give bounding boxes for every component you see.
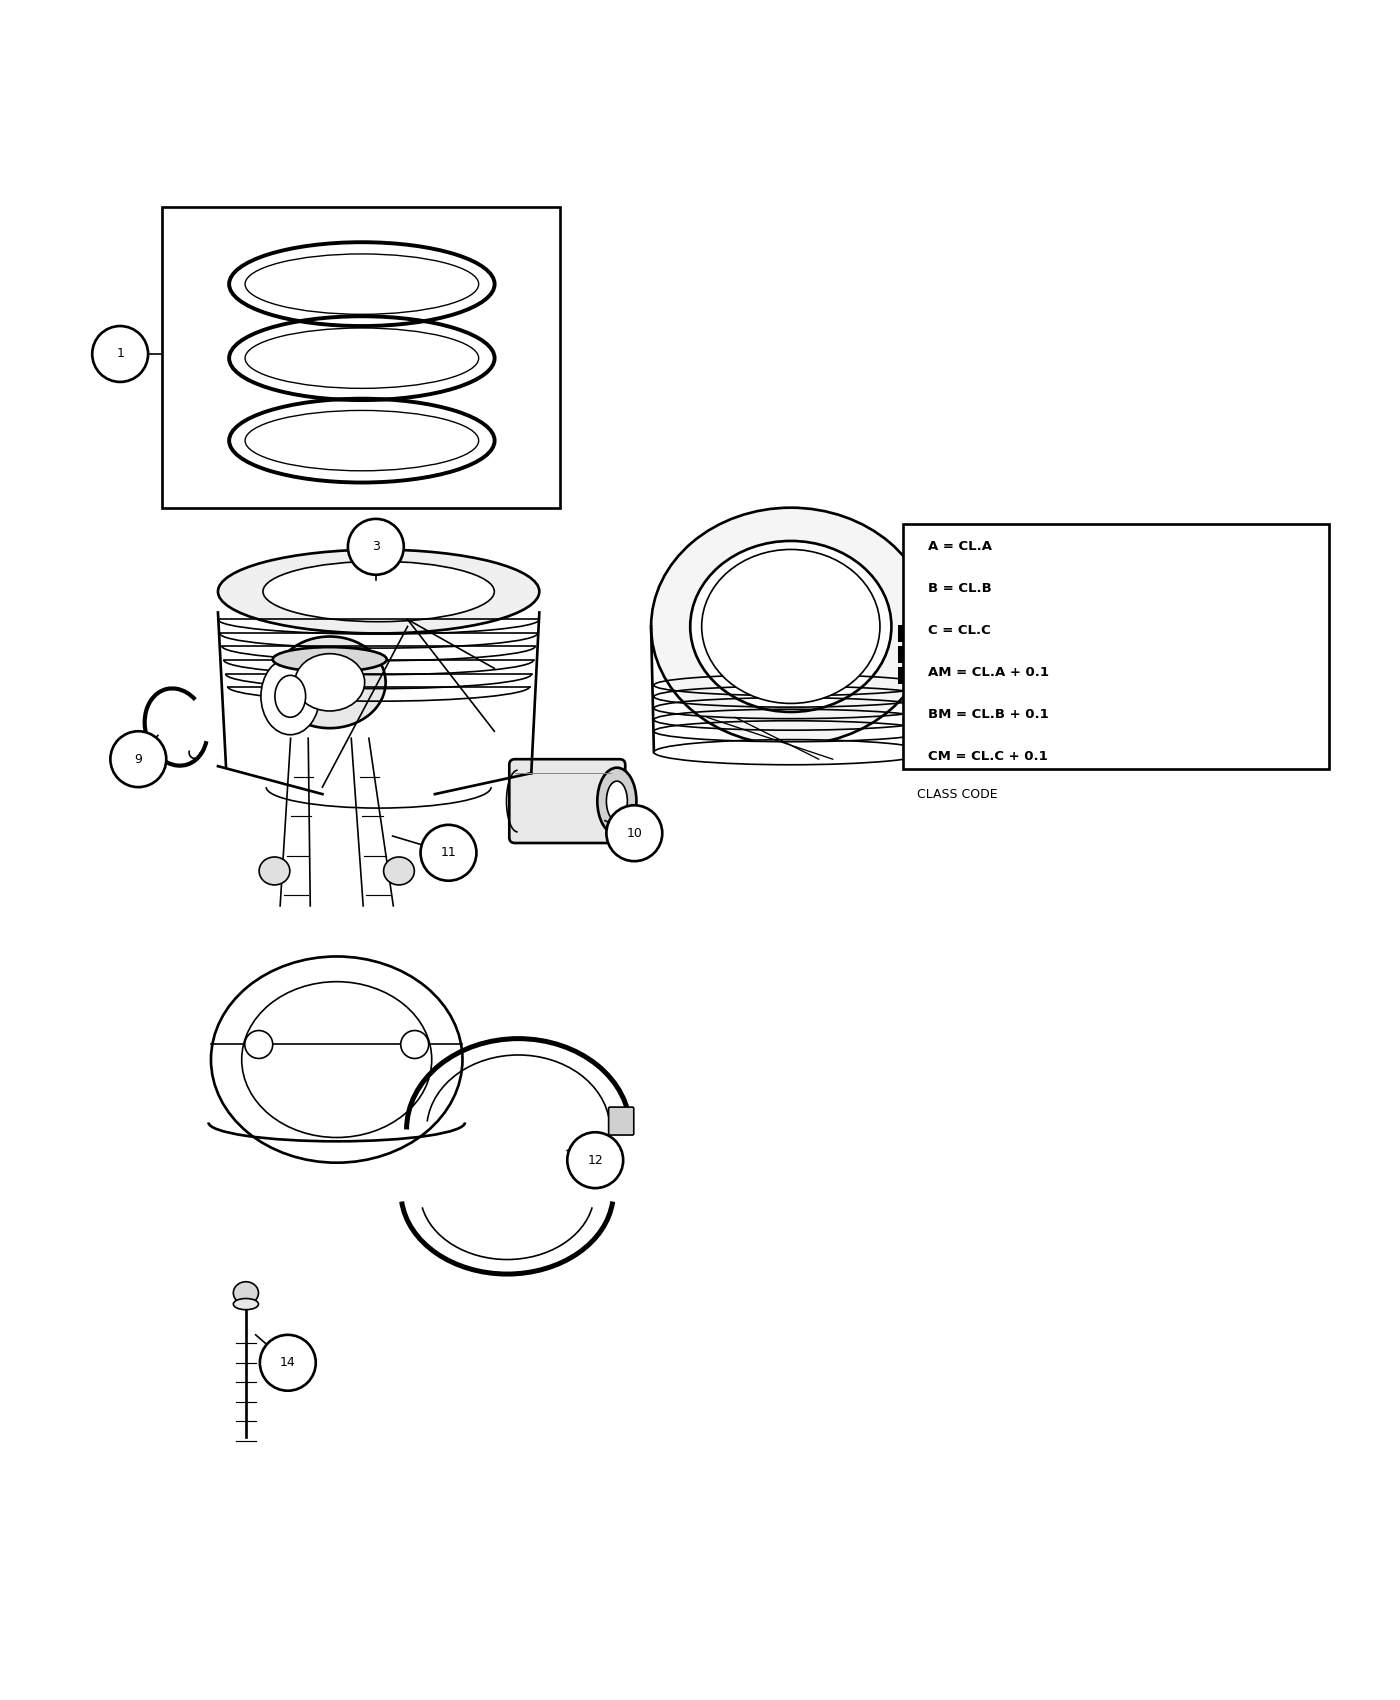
FancyBboxPatch shape [510, 760, 626, 843]
Circle shape [111, 731, 167, 787]
Ellipse shape [274, 636, 385, 728]
Ellipse shape [651, 508, 931, 745]
Text: 10: 10 [626, 826, 643, 840]
Ellipse shape [259, 857, 290, 886]
Text: 9: 9 [134, 753, 143, 765]
Ellipse shape [234, 1282, 259, 1304]
Text: AM = CL.A + 0.1: AM = CL.A + 0.1 [928, 666, 1049, 678]
Bar [162, 207, 560, 508]
Ellipse shape [654, 740, 928, 765]
Circle shape [606, 806, 662, 862]
Text: 11: 11 [441, 847, 456, 858]
Ellipse shape [211, 957, 462, 1163]
Ellipse shape [274, 675, 305, 717]
Text: C = CL.C: C = CL.C [928, 624, 990, 638]
Ellipse shape [701, 549, 881, 704]
Ellipse shape [260, 658, 319, 734]
Bar [899, 646, 918, 663]
Ellipse shape [242, 981, 431, 1137]
Text: 3: 3 [372, 541, 379, 552]
Circle shape [567, 1132, 623, 1188]
Ellipse shape [234, 1299, 259, 1309]
Circle shape [420, 824, 476, 881]
Circle shape [260, 1334, 316, 1391]
Ellipse shape [295, 654, 364, 711]
Ellipse shape [690, 541, 892, 712]
Ellipse shape [218, 549, 539, 634]
Text: CLASS CODE: CLASS CODE [917, 787, 997, 801]
Text: 14: 14 [280, 1357, 295, 1369]
Ellipse shape [263, 561, 494, 622]
Text: 12: 12 [588, 1154, 603, 1166]
Circle shape [245, 1030, 273, 1059]
Text: BM = CL.B + 0.1: BM = CL.B + 0.1 [928, 707, 1049, 721]
Bar [899, 666, 918, 683]
Ellipse shape [384, 857, 414, 886]
FancyBboxPatch shape [609, 1107, 634, 1136]
Bar [899, 626, 918, 643]
Circle shape [400, 1030, 428, 1059]
Ellipse shape [606, 780, 627, 821]
Ellipse shape [273, 648, 386, 672]
Circle shape [349, 518, 403, 575]
Text: B = CL.B: B = CL.B [928, 581, 991, 595]
Bar [903, 524, 1329, 768]
Text: 1: 1 [116, 347, 125, 360]
Text: CM = CL.C + 0.1: CM = CL.C + 0.1 [928, 750, 1047, 763]
Circle shape [92, 326, 148, 383]
Text: A = CL.A: A = CL.A [928, 541, 991, 552]
Ellipse shape [598, 768, 637, 835]
